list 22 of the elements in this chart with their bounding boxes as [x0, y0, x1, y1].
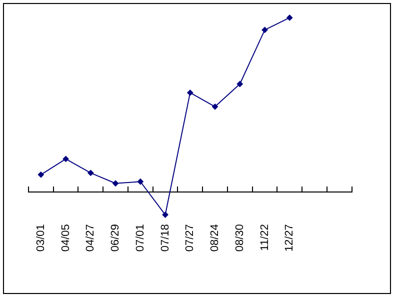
point [236, 80, 243, 87]
x-tick-label: 07/27 [184, 224, 196, 252]
point [62, 156, 69, 162]
x-tick-label: 08/24 [209, 224, 222, 252]
x-tick-label: 06/29 [110, 224, 122, 252]
point [187, 90, 194, 96]
point [262, 26, 268, 33]
x-tick-label: 04/27 [84, 224, 97, 252]
point [162, 212, 168, 218]
x-tick-label: 12/27 [284, 224, 296, 252]
point [38, 172, 44, 178]
x-tick-label: 07/01 [134, 224, 146, 252]
x-tick-label: 04/05 [60, 224, 72, 252]
point [212, 104, 218, 110]
x-tick-label: 07/18 [159, 224, 172, 252]
x-tick-label: 03/01 [34, 224, 47, 252]
point [112, 180, 119, 186]
point [286, 14, 293, 21]
point [137, 178, 144, 185]
x-tick-label: 08/30 [234, 224, 246, 252]
point [88, 170, 94, 176]
x-tick-label: 11/22 [258, 224, 271, 251]
